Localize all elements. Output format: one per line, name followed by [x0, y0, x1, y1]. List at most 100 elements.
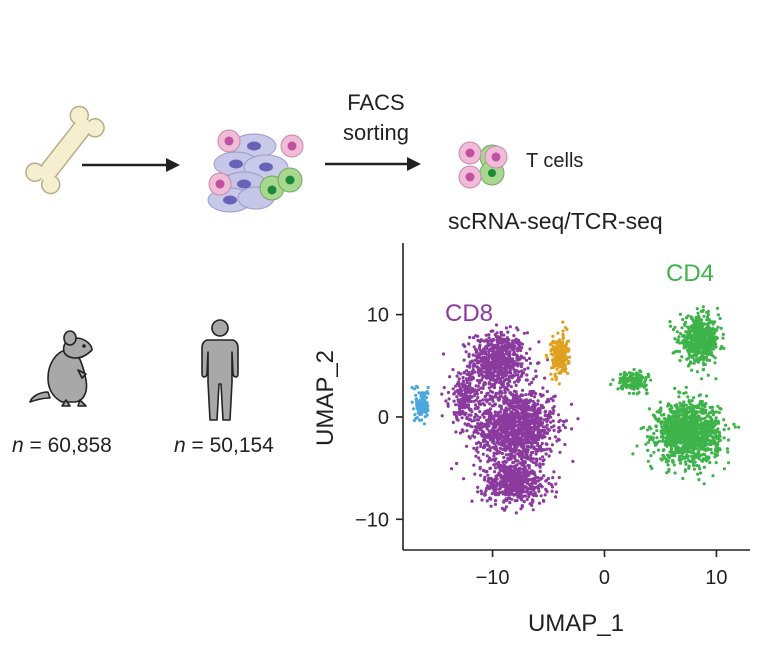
data-point: [526, 491, 530, 495]
data-point: [501, 465, 505, 469]
data-point: [529, 451, 534, 455]
data-point: [704, 355, 709, 359]
data-point: [715, 428, 720, 432]
data-point: [646, 459, 650, 463]
data-point: [557, 339, 561, 343]
data-point: [678, 359, 682, 363]
data-point: [696, 358, 700, 362]
data-point: [714, 335, 718, 339]
data-point: [561, 419, 566, 424]
data-point: [528, 486, 532, 491]
data-point: [552, 405, 556, 409]
data-point: [685, 357, 689, 361]
data-point: [502, 346, 506, 350]
data-point: [542, 418, 546, 422]
data-point: [678, 312, 683, 316]
data-point: [695, 322, 700, 326]
data-point: [701, 361, 706, 365]
data-point: [522, 356, 526, 360]
data-point: [498, 446, 502, 450]
data-point: [512, 367, 516, 371]
data-point: [486, 410, 490, 414]
data-point: [522, 448, 527, 452]
data-point: [561, 423, 565, 427]
data-point: [515, 486, 519, 490]
series-cd8: [440, 323, 580, 515]
data-point: [706, 457, 710, 461]
data-point: [451, 420, 455, 424]
data-point: [692, 467, 697, 471]
data-point: [455, 415, 459, 420]
data-point: [477, 456, 481, 460]
data-point: [675, 422, 679, 426]
human-count-symbol: n: [174, 434, 186, 457]
data-point: [708, 342, 712, 346]
data-point: [467, 413, 471, 417]
data-point: [703, 344, 707, 348]
data-point: [682, 346, 686, 350]
data-point: [713, 449, 718, 453]
data-point: [526, 445, 530, 449]
data-point: [413, 413, 417, 417]
data-point: [493, 429, 498, 433]
data-point: [662, 416, 667, 421]
data-point: [551, 345, 555, 349]
data-point: [462, 358, 466, 362]
data-point: [653, 414, 657, 418]
data-point: [507, 476, 511, 480]
data-point: [502, 455, 506, 460]
data-point: [692, 322, 696, 326]
human-icon: [201, 319, 239, 421]
data-point: [707, 427, 711, 431]
data-point: [680, 426, 684, 430]
data-point: [468, 335, 472, 339]
data-point: [555, 367, 559, 371]
data-point: [510, 421, 514, 425]
data-point: [516, 364, 520, 368]
data-point: [559, 354, 563, 358]
data-point: [493, 402, 498, 406]
data-point: [622, 372, 626, 377]
y-tick-label: 10: [367, 305, 389, 327]
data-point: [455, 395, 459, 399]
data-point: [519, 348, 523, 353]
data-point: [525, 431, 529, 435]
data-point: [664, 436, 668, 440]
data-point: [423, 415, 427, 419]
data-point: [549, 420, 553, 424]
data-point: [481, 429, 485, 433]
data-point: [609, 382, 613, 386]
data-point: [513, 420, 517, 424]
data-point: [675, 340, 679, 344]
data-point: [528, 390, 532, 394]
data-point: [534, 452, 538, 456]
data-point: [659, 422, 663, 426]
data-point: [487, 382, 491, 386]
data-point: [692, 344, 696, 348]
data-point: [478, 344, 482, 348]
data-point: [527, 433, 532, 437]
data-point: [522, 490, 526, 494]
x-tick-label: 10: [705, 567, 727, 589]
data-point: [414, 393, 418, 397]
data-point: [670, 415, 674, 419]
data-point: [662, 456, 667, 460]
data-point: [476, 384, 480, 388]
data-point: [711, 327, 715, 331]
data-point: [529, 459, 533, 463]
facs-label-line2: sorting: [342, 120, 410, 145]
data-point: [673, 471, 677, 475]
data-point: [708, 405, 712, 409]
data-point: [465, 380, 469, 385]
data-point: [530, 408, 534, 412]
data-point: [489, 411, 493, 415]
data-point: [514, 459, 518, 463]
data-point: [532, 412, 536, 416]
data-point: [716, 313, 721, 317]
data-point: [689, 438, 693, 442]
data-point: [496, 341, 500, 345]
data-point: [538, 462, 542, 466]
data-point: [701, 433, 705, 437]
data-point: [505, 466, 509, 470]
data-point: [490, 416, 495, 420]
